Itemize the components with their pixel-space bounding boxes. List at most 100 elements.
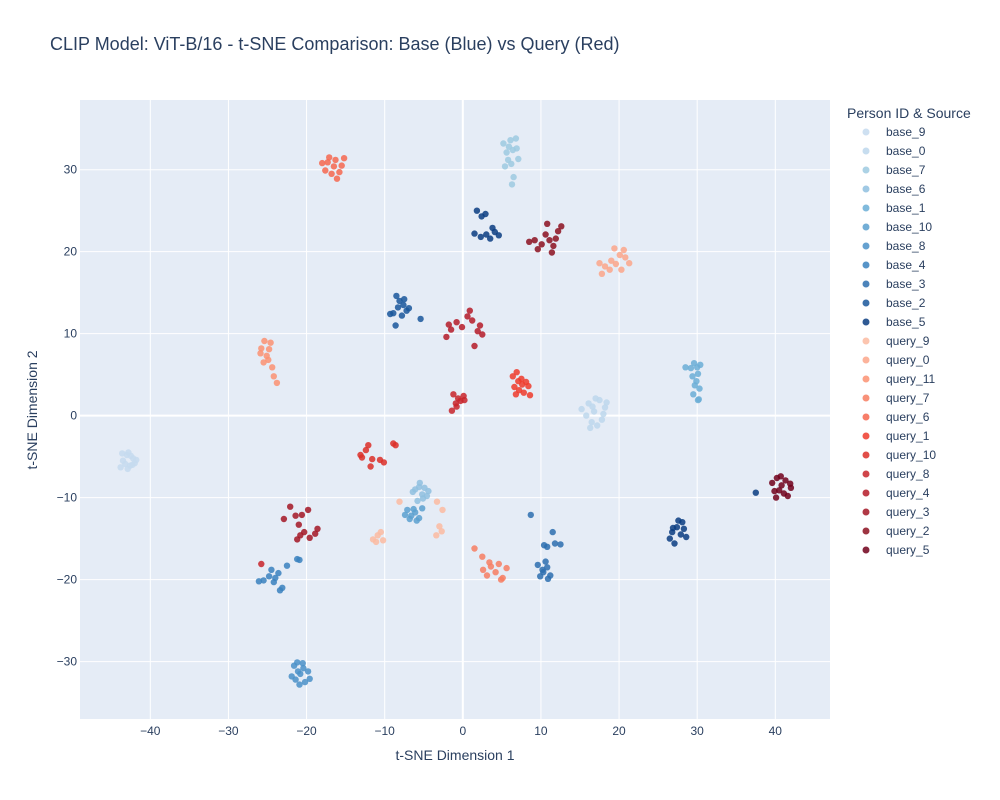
scatter-point[interactable] [122,460,129,468]
scatter-point[interactable] [601,263,609,270]
series-query_11[interactable] [257,337,281,387]
legend-item-query_10[interactable]: query_10 [862,448,937,462]
scatter-point[interactable] [489,224,496,232]
scatter-point[interactable] [542,231,549,238]
scatter-point[interactable] [265,573,273,580]
scatter-point[interactable] [332,156,339,164]
scatter-point[interactable] [292,676,299,683]
series-base_0[interactable] [578,395,610,432]
scatter-point[interactable] [280,515,288,523]
scatter-point[interactable] [404,506,411,514]
legend-item-query_9[interactable]: query_9 [862,334,930,348]
scatter-point[interactable] [336,168,343,176]
scatter-point[interactable] [300,665,307,672]
scatter-point[interactable] [694,396,702,404]
scatter-point[interactable] [319,159,326,167]
scatter-point[interactable] [691,382,698,389]
legend[interactable]: base_9 base_0 base_7 base_6 base_1 base_10bas… [862,125,937,557]
scatter-point[interactable] [782,477,789,484]
scatter-point[interactable] [380,459,388,466]
scatter-point[interactable] [466,307,473,314]
scatter-point[interactable] [544,564,551,571]
scatter-point[interactable] [419,505,426,512]
scatter-point[interactable] [482,210,489,218]
scatter-point[interactable] [439,506,446,514]
scatter-point[interactable] [413,517,420,524]
scatter-point[interactable] [590,408,598,415]
scatter-point[interactable] [526,392,534,399]
scatter-point[interactable] [476,322,484,329]
scatter-point[interactable] [600,410,607,418]
scatter-point[interactable] [117,464,124,471]
scatter-point[interactable] [362,446,370,454]
scatter-point[interactable] [611,245,618,252]
scatter-point[interactable] [270,373,277,380]
scatter-point[interactable] [417,315,424,323]
scatter-point[interactable] [273,379,281,387]
scatter-point[interactable] [445,321,452,328]
scatter-point[interactable] [578,405,585,413]
scatter-point[interactable] [312,530,319,537]
scatter-point[interactable] [513,369,520,376]
series-base_8[interactable] [288,659,313,688]
series-query_3[interactable] [280,503,321,543]
scatter-point[interactable] [606,266,613,273]
scatter-point[interactable] [433,532,440,539]
scatter-point[interactable] [551,540,559,547]
scatter-point[interactable] [396,498,403,505]
legend-item-query_7[interactable]: query_7 [862,391,930,405]
scatter-point[interactable] [267,339,274,346]
scatter-point[interactable] [433,498,441,505]
scatter-point[interactable] [778,482,785,489]
scatter-point[interactable] [415,483,423,491]
scatter-point[interactable] [294,659,301,666]
scatter-point[interactable] [304,668,312,675]
scatter-point[interactable] [508,160,515,168]
scatter-point[interactable] [544,575,552,582]
scatter-point[interactable] [552,235,559,242]
scatter-point[interactable] [450,391,457,398]
scatter-point[interactable] [265,356,272,364]
scatter-point[interactable] [620,246,627,254]
scatter-point[interactable] [777,473,784,480]
scatter-point[interactable] [666,535,673,542]
scatter-point[interactable] [124,465,131,473]
scatter-point[interactable] [618,266,625,273]
series-base_6[interactable] [409,479,432,505]
legend-item-base_7[interactable]: base_7 [862,163,926,177]
scatter-point[interactable] [671,540,678,547]
scatter-point[interactable] [497,576,505,583]
scatter-point[interactable] [324,159,331,166]
scatter-point[interactable] [669,524,677,532]
scatter-point[interactable] [414,497,421,505]
scatter-point[interactable] [298,511,306,519]
scatter-point[interactable] [526,238,533,245]
scatter-point[interactable] [438,528,445,535]
scatter-point[interactable] [612,260,620,268]
scatter-point[interactable] [458,323,466,331]
scatter-point[interactable] [295,521,302,528]
scatter-point[interactable] [495,232,502,239]
scatter-point[interactable] [477,233,484,241]
scatter-point[interactable] [365,442,372,449]
scatter-point[interactable] [377,528,384,536]
scatter-point[interactable] [471,545,478,552]
scatter-point[interactable] [486,559,493,566]
legend-item-base_9[interactable]: base_9 [862,125,926,139]
scatter-point[interactable] [601,404,609,411]
scatter-point[interactable] [410,505,417,513]
scatter-point[interactable] [622,254,629,261]
scatter-point[interactable] [608,257,615,264]
series-query_9[interactable] [369,498,446,546]
scatter-point[interactable] [492,569,499,576]
scatter-point[interactable] [269,364,276,371]
scatter-point[interactable] [387,310,394,318]
scatter-point[interactable] [509,373,516,380]
scatter-point[interactable] [520,389,527,396]
scatter-point[interactable] [527,511,534,519]
legend-item-base_8[interactable]: base_8 [862,239,926,253]
scatter-point[interactable] [531,237,538,244]
scatter-point[interactable] [401,296,408,303]
scatter-point[interactable] [483,572,491,579]
scatter-point[interactable] [436,523,443,530]
